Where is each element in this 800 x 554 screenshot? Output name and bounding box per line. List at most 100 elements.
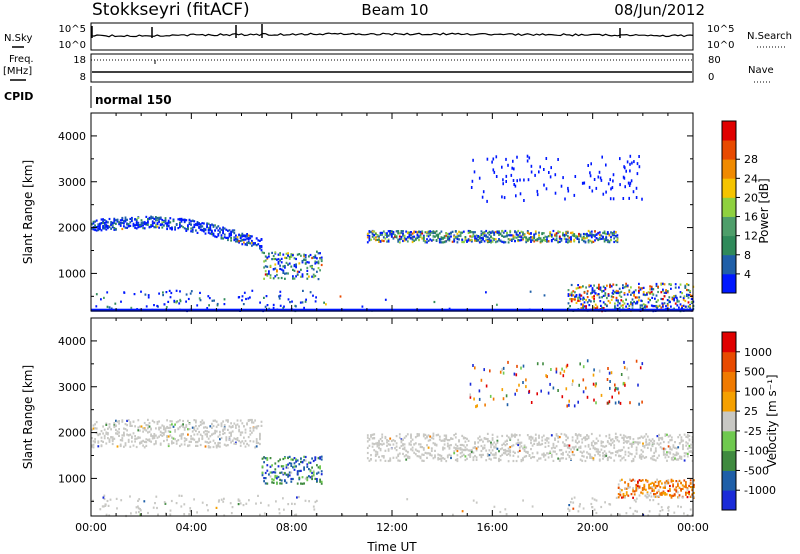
scatter-cell (499, 240, 502, 243)
scatter-cell (99, 432, 101, 436)
scatter-cell (530, 456, 532, 460)
scatter-cell (111, 224, 114, 227)
scatter-cell (622, 446, 625, 449)
scatter-cell (598, 434, 601, 437)
scatter-cell (542, 452, 545, 455)
scatter-cell (228, 229, 231, 232)
scatter-cell (518, 239, 521, 242)
scatter-cell (438, 239, 441, 242)
scatter-cell (95, 293, 98, 296)
scatter-cell (116, 219, 119, 222)
scatter-cell (618, 400, 620, 404)
scatter-cell (203, 227, 205, 230)
scatter-cell (279, 458, 281, 461)
scatter-cell (446, 454, 449, 457)
scatter-cell (542, 232, 545, 235)
scatter-cell (376, 453, 379, 456)
scatter-cell (422, 237, 425, 240)
scatter-cell (195, 444, 197, 447)
scatter-cell (277, 253, 280, 256)
scatter-cell (116, 220, 119, 223)
scatter-cell (505, 174, 508, 178)
scatter-cell (309, 265, 312, 268)
scatter-cell (446, 442, 449, 445)
scatter-cell (309, 253, 312, 257)
scatter-cell (456, 454, 459, 457)
scatter-cell (651, 441, 654, 444)
scatter-cell (260, 424, 263, 427)
scatter-cell (690, 298, 693, 301)
scatter-cell (166, 435, 168, 438)
scatter-cell (574, 433, 577, 436)
scatter-cell (592, 240, 595, 243)
scatter-cell (658, 304, 661, 307)
scatter-cell (690, 443, 692, 446)
scatter-cell (244, 238, 247, 241)
scatter-cell (103, 437, 106, 440)
scatter-cell (574, 291, 576, 294)
scatter-cell (584, 237, 587, 240)
scatter-cell (467, 449, 470, 452)
scatter-cell (448, 235, 451, 238)
nsky-tick-bottom: 10^0 (59, 40, 86, 51)
scatter-cell (308, 500, 310, 503)
scatter-cell (99, 222, 101, 225)
scatter-cell (113, 228, 116, 231)
scatter-cell (482, 237, 484, 240)
scatter-cell (527, 178, 530, 182)
scatter-cell (245, 502, 248, 505)
scatter-cell (566, 444, 569, 447)
scatter-cell (637, 487, 639, 490)
scatter-cell (600, 440, 603, 443)
scatter-cell (679, 303, 682, 306)
scatter-cell (606, 304, 608, 308)
scatter-cell (662, 288, 664, 291)
scatter-cell (507, 241, 510, 244)
scatter-cell (459, 233, 462, 236)
power-scatter (91, 154, 695, 313)
scatter-cell (140, 219, 143, 222)
scatter-cell (285, 272, 288, 275)
scatter-cell (554, 234, 556, 237)
velocity-ylabel: Slant Range [km] (21, 365, 35, 469)
scatter-cell (498, 233, 500, 236)
scatter-cell (624, 481, 626, 484)
scatter-cell (586, 296, 589, 299)
scatter-cell (693, 483, 695, 487)
scatter-cell (656, 456, 659, 459)
scatter-cell (406, 498, 409, 501)
scatter-cell (438, 438, 441, 441)
scatter-cell (414, 238, 417, 241)
scatter-cell (652, 499, 655, 502)
scatter-cell (614, 231, 617, 234)
scatter-cell (206, 441, 208, 444)
scatter-cell (472, 364, 474, 367)
freq-panel (90, 53, 694, 83)
scatter-cell (590, 284, 592, 287)
scatter-cell (188, 428, 191, 431)
scatter-cell (247, 237, 250, 240)
scatter-cell (201, 437, 204, 441)
scatter-cell (550, 166, 552, 170)
scatter-cell (677, 452, 680, 455)
scatter-cell (686, 447, 689, 450)
scatter-cell (653, 489, 655, 492)
scatter-cell (645, 456, 648, 459)
scatter-cell (691, 494, 694, 497)
scatter-cell (687, 289, 690, 292)
scatter-cell (450, 456, 452, 460)
scatter-cell (143, 440, 146, 443)
scatter-cell (516, 388, 518, 392)
scatter-cell (563, 237, 566, 240)
scatter-cell (619, 449, 622, 452)
scatter-cell (504, 444, 507, 447)
scatter-cell (405, 238, 408, 241)
scatter-cell (241, 239, 244, 242)
scatter-cell (661, 436, 664, 439)
scatter-cell (530, 232, 532, 235)
scatter-cell (592, 447, 595, 450)
scatter-cell (169, 434, 172, 437)
scatter-cell (371, 230, 374, 233)
scatter-cell (123, 220, 125, 223)
scatter-cell (579, 503, 581, 506)
